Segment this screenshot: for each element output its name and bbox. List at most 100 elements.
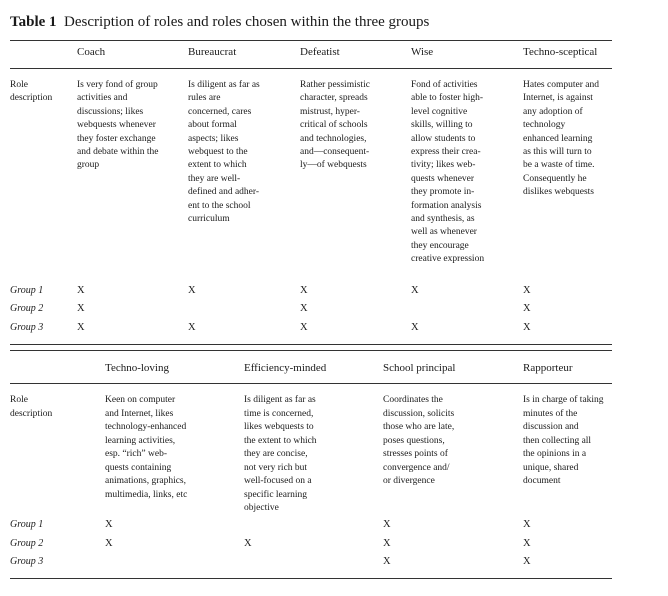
description-line: extent to which	[188, 160, 247, 171]
selection-mark: X	[383, 519, 391, 530]
selection-mark: X	[300, 303, 308, 314]
description-line: skills, willing to	[411, 120, 473, 131]
selection-mark: X	[105, 519, 113, 530]
row-label-role-description: description	[10, 408, 53, 419]
description-line: creative expression	[411, 254, 485, 265]
description-line: critical of schools	[300, 120, 368, 131]
description-line: multimedia, links, etc	[105, 489, 188, 500]
description-line: Is in charge of taking	[523, 395, 604, 405]
group-label: Group 1	[10, 519, 44, 530]
description-line: animations, graphics,	[105, 476, 186, 486]
selection-mark: X	[411, 285, 419, 296]
description-line: not very rich but	[244, 462, 308, 473]
selection-mark: X	[188, 322, 196, 333]
description-line: Rather pessimistic	[300, 80, 370, 90]
description-line: character, spreads	[300, 93, 368, 104]
table-number: Table 1	[10, 14, 57, 30]
selection-mark: X	[411, 322, 419, 333]
description-line: and technologies,	[300, 133, 367, 144]
column-header: Bureaucrat	[188, 46, 237, 58]
selection-mark: X	[523, 538, 531, 549]
row-label-role-description: Role	[10, 80, 28, 90]
description-line: webquest to the	[188, 147, 248, 157]
column-header: Coach	[77, 46, 106, 58]
description-line: rules are	[188, 93, 221, 104]
selection-mark: X	[105, 538, 113, 549]
description-line: they are well-	[188, 173, 241, 184]
description-line: learning activities,	[105, 435, 176, 446]
column-header: Wise	[411, 46, 434, 58]
column-header: Defeatist	[300, 46, 340, 58]
selection-mark: X	[188, 285, 196, 296]
selection-mark: X	[244, 538, 252, 549]
description-line: objective	[244, 503, 279, 513]
selection-mark: X	[523, 322, 531, 333]
description-line: and synthesis, as	[411, 214, 475, 224]
description-line: curriculum	[188, 214, 230, 224]
description-line: well as whenever	[411, 227, 477, 238]
description-line: convergence and/	[383, 462, 450, 473]
description-line: ly—of webquests	[300, 160, 367, 171]
description-line: Keen on computer	[105, 395, 176, 405]
description-line: specific learning	[244, 489, 308, 500]
description-line: and Internet, likes	[105, 408, 174, 419]
description-line: about formal	[188, 120, 237, 131]
description-line: Is diligent as far as	[244, 395, 316, 405]
description-line: then collecting all	[523, 435, 592, 446]
description-line: esp. “rich” web-	[105, 449, 167, 459]
selection-mark: X	[300, 322, 308, 333]
description-line: allow students to	[411, 133, 476, 144]
description-line: Internet, is against	[523, 93, 593, 104]
bottom-rule	[10, 578, 612, 579]
description-line: quests whenever	[411, 173, 475, 184]
description-line: discussions; likes	[77, 106, 144, 117]
description-line: stresses points of	[383, 449, 448, 459]
description-line: the extent to which	[244, 435, 317, 446]
description-line: they encourage	[411, 240, 469, 251]
description-line: as this will turn to	[523, 147, 592, 157]
table2-header-rule	[10, 383, 612, 384]
description-line: mistrust, hyper-	[300, 106, 360, 117]
group-label: Group 3	[10, 556, 44, 567]
column-header: School principal	[383, 362, 456, 374]
description-line: concerned, cares	[188, 106, 252, 117]
table2-top-rule	[10, 350, 612, 351]
group-label: Group 3	[10, 322, 44, 333]
row-label-role-description: description	[10, 93, 53, 104]
selection-mark: X	[77, 303, 85, 314]
row-label-role-description: Role	[10, 395, 28, 405]
description-line: activities and	[77, 93, 128, 104]
description-line: technology-enhanced	[105, 422, 187, 432]
description-line: those who are late,	[383, 422, 455, 432]
description-line: group	[77, 160, 100, 171]
description-line: document	[523, 476, 561, 486]
description-line: level cognitive	[411, 106, 468, 117]
table1-bottom-rule	[10, 344, 612, 345]
description-line: likes webquests to	[244, 422, 314, 432]
table-caption: Table 1 Description of roles and roles c…	[10, 14, 429, 31]
description-line: dislikes webquests	[523, 187, 594, 198]
column-header: Techno-sceptical	[523, 46, 598, 58]
description-line: any adoption of	[523, 106, 583, 117]
description-line: well-focused on a	[244, 476, 312, 486]
selection-mark: X	[523, 285, 531, 296]
description-line: or divergence	[383, 476, 435, 486]
selection-mark: X	[77, 285, 85, 296]
column-header: Rapporteur	[523, 362, 573, 374]
description-line: Coordinates the	[383, 395, 443, 405]
description-line: Is very fond of group	[77, 80, 158, 90]
description-line: webquests whenever	[77, 120, 156, 131]
selection-mark: X	[383, 556, 391, 567]
description-line: formation analysis	[411, 200, 482, 211]
selection-mark: X	[523, 556, 531, 567]
description-line: Is diligent as far as	[188, 80, 260, 90]
selection-mark: X	[523, 303, 531, 314]
description-line: discussion and	[523, 422, 579, 432]
description-line: and—consequent-	[300, 147, 370, 157]
description-line: express their crea-	[411, 147, 481, 157]
group-label: Group 1	[10, 285, 44, 296]
column-header: Techno-loving	[105, 362, 169, 374]
description-line: tivity; likes web-	[411, 160, 476, 171]
description-line: ent to the school	[188, 200, 251, 211]
description-line: poses questions,	[383, 435, 445, 446]
